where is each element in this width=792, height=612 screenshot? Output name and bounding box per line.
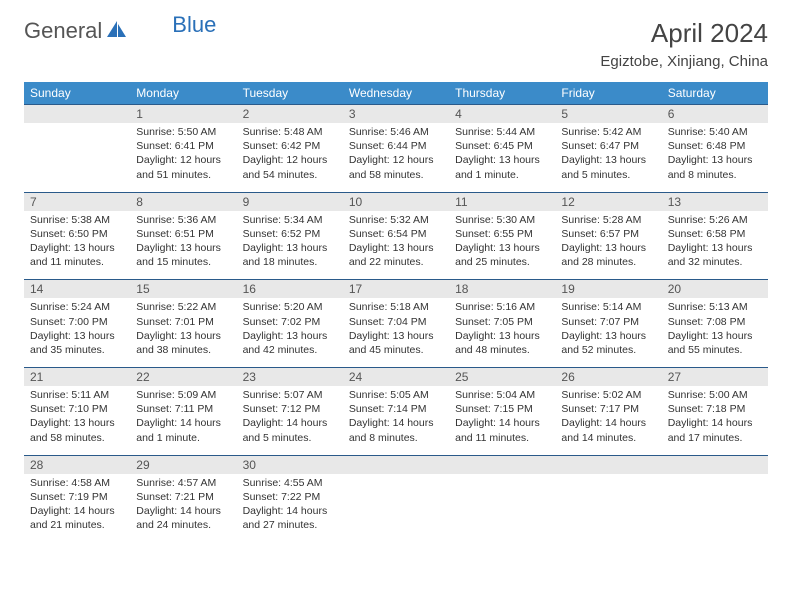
day-detail-cell: Sunrise: 5:24 AMSunset: 7:00 PMDaylight:…	[24, 298, 130, 367]
day-detail-cell: Sunrise: 5:07 AMSunset: 7:12 PMDaylight:…	[237, 386, 343, 455]
calendar-body: 123456Sunrise: 5:50 AMSunset: 6:41 PMDay…	[24, 105, 768, 543]
weekday-saturday: Saturday	[662, 82, 768, 105]
location-text: Egiztobe, Xinjiang, China	[600, 53, 768, 70]
day-detail-cell	[662, 474, 768, 543]
day-detail-cell: Sunrise: 5:22 AMSunset: 7:01 PMDaylight:…	[130, 298, 236, 367]
day-number-cell: 19	[555, 280, 661, 299]
day-number-cell: 29	[130, 455, 236, 474]
day-number-cell: 18	[449, 280, 555, 299]
weekday-tuesday: Tuesday	[237, 82, 343, 105]
day-detail-cell: Sunrise: 5:46 AMSunset: 6:44 PMDaylight:…	[343, 123, 449, 192]
weekday-wednesday: Wednesday	[343, 82, 449, 105]
day-number-cell: 23	[237, 368, 343, 387]
day-detail-cell: Sunrise: 4:57 AMSunset: 7:21 PMDaylight:…	[130, 474, 236, 543]
day-number-cell: 4	[449, 105, 555, 124]
day-detail-cell: Sunrise: 5:40 AMSunset: 6:48 PMDaylight:…	[662, 123, 768, 192]
sail-icon	[106, 20, 128, 43]
day-detail-cell: Sunrise: 5:13 AMSunset: 7:08 PMDaylight:…	[662, 298, 768, 367]
day-number-cell: 25	[449, 368, 555, 387]
day-detail-cell: Sunrise: 5:50 AMSunset: 6:41 PMDaylight:…	[130, 123, 236, 192]
day-detail-cell: Sunrise: 5:36 AMSunset: 6:51 PMDaylight:…	[130, 211, 236, 280]
day-number-cell: 17	[343, 280, 449, 299]
day-number-cell: 16	[237, 280, 343, 299]
day-detail-cell: Sunrise: 5:26 AMSunset: 6:58 PMDaylight:…	[662, 211, 768, 280]
logo-text-blue: Blue	[172, 12, 216, 38]
day-number-cell: 3	[343, 105, 449, 124]
day-number-cell: 14	[24, 280, 130, 299]
day-number-cell: 2	[237, 105, 343, 124]
daynum-row: 21222324252627	[24, 368, 768, 387]
day-number-cell	[449, 455, 555, 474]
day-number-cell: 1	[130, 105, 236, 124]
day-detail-cell: Sunrise: 5:00 AMSunset: 7:18 PMDaylight:…	[662, 386, 768, 455]
day-detail-cell: Sunrise: 5:18 AMSunset: 7:04 PMDaylight:…	[343, 298, 449, 367]
day-detail-row: Sunrise: 5:11 AMSunset: 7:10 PMDaylight:…	[24, 386, 768, 455]
day-number-cell: 27	[662, 368, 768, 387]
weekday-friday: Friday	[555, 82, 661, 105]
day-detail-cell: Sunrise: 5:42 AMSunset: 6:47 PMDaylight:…	[555, 123, 661, 192]
day-detail-cell: Sunrise: 5:38 AMSunset: 6:50 PMDaylight:…	[24, 211, 130, 280]
day-number-cell: 8	[130, 192, 236, 211]
day-number-cell: 22	[130, 368, 236, 387]
logo: General Blue	[24, 18, 216, 44]
day-detail-cell: Sunrise: 5:04 AMSunset: 7:15 PMDaylight:…	[449, 386, 555, 455]
day-number-cell: 20	[662, 280, 768, 299]
day-detail-cell: Sunrise: 4:55 AMSunset: 7:22 PMDaylight:…	[237, 474, 343, 543]
day-detail-cell: Sunrise: 5:32 AMSunset: 6:54 PMDaylight:…	[343, 211, 449, 280]
day-detail-cell: Sunrise: 5:02 AMSunset: 7:17 PMDaylight:…	[555, 386, 661, 455]
day-detail-cell: Sunrise: 5:14 AMSunset: 7:07 PMDaylight:…	[555, 298, 661, 367]
daynum-row: 123456	[24, 105, 768, 124]
day-number-cell: 13	[662, 192, 768, 211]
calendar-table: Sunday Monday Tuesday Wednesday Thursday…	[24, 82, 768, 542]
day-detail-row: Sunrise: 5:24 AMSunset: 7:00 PMDaylight:…	[24, 298, 768, 367]
day-number-cell: 26	[555, 368, 661, 387]
day-number-cell: 24	[343, 368, 449, 387]
day-detail-cell: Sunrise: 5:20 AMSunset: 7:02 PMDaylight:…	[237, 298, 343, 367]
day-number-cell: 5	[555, 105, 661, 124]
daynum-row: 282930	[24, 455, 768, 474]
day-detail-cell: Sunrise: 5:34 AMSunset: 6:52 PMDaylight:…	[237, 211, 343, 280]
day-detail-cell	[343, 474, 449, 543]
weekday-header-row: Sunday Monday Tuesday Wednesday Thursday…	[24, 82, 768, 105]
day-number-cell: 6	[662, 105, 768, 124]
day-number-cell: 30	[237, 455, 343, 474]
day-detail-cell	[555, 474, 661, 543]
calendar-page: General Blue April 2024 Egiztobe, Xinjia…	[0, 0, 792, 560]
day-detail-cell: Sunrise: 5:44 AMSunset: 6:45 PMDaylight:…	[449, 123, 555, 192]
day-number-cell: 12	[555, 192, 661, 211]
day-detail-cell: Sunrise: 5:28 AMSunset: 6:57 PMDaylight:…	[555, 211, 661, 280]
day-number-cell	[343, 455, 449, 474]
day-number-cell	[555, 455, 661, 474]
day-number-cell	[24, 105, 130, 124]
day-detail-cell	[449, 474, 555, 543]
day-number-cell	[662, 455, 768, 474]
weekday-monday: Monday	[130, 82, 236, 105]
daynum-row: 14151617181920	[24, 280, 768, 299]
day-detail-cell	[24, 123, 130, 192]
day-detail-cell: Sunrise: 4:58 AMSunset: 7:19 PMDaylight:…	[24, 474, 130, 543]
logo-text-general: General	[24, 18, 102, 44]
day-detail-cell: Sunrise: 5:16 AMSunset: 7:05 PMDaylight:…	[449, 298, 555, 367]
day-detail-row: Sunrise: 5:38 AMSunset: 6:50 PMDaylight:…	[24, 211, 768, 280]
day-number-cell: 15	[130, 280, 236, 299]
daynum-row: 78910111213	[24, 192, 768, 211]
month-title: April 2024	[600, 18, 768, 49]
day-detail-cell: Sunrise: 5:09 AMSunset: 7:11 PMDaylight:…	[130, 386, 236, 455]
day-detail-row: Sunrise: 4:58 AMSunset: 7:19 PMDaylight:…	[24, 474, 768, 543]
day-detail-cell: Sunrise: 5:48 AMSunset: 6:42 PMDaylight:…	[237, 123, 343, 192]
day-number-cell: 7	[24, 192, 130, 211]
day-detail-cell: Sunrise: 5:05 AMSunset: 7:14 PMDaylight:…	[343, 386, 449, 455]
day-number-cell: 21	[24, 368, 130, 387]
day-number-cell: 28	[24, 455, 130, 474]
day-detail-row: Sunrise: 5:50 AMSunset: 6:41 PMDaylight:…	[24, 123, 768, 192]
day-number-cell: 11	[449, 192, 555, 211]
day-detail-cell: Sunrise: 5:11 AMSunset: 7:10 PMDaylight:…	[24, 386, 130, 455]
weekday-thursday: Thursday	[449, 82, 555, 105]
day-number-cell: 10	[343, 192, 449, 211]
weekday-sunday: Sunday	[24, 82, 130, 105]
day-number-cell: 9	[237, 192, 343, 211]
page-header: General Blue April 2024 Egiztobe, Xinjia…	[24, 18, 768, 70]
day-detail-cell: Sunrise: 5:30 AMSunset: 6:55 PMDaylight:…	[449, 211, 555, 280]
title-block: April 2024 Egiztobe, Xinjiang, China	[600, 18, 768, 70]
